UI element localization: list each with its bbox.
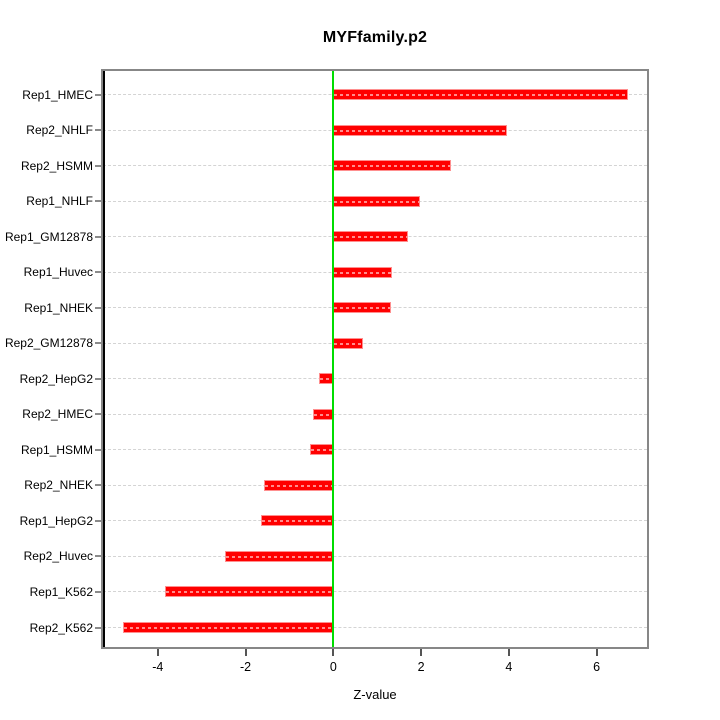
- y-tick: [95, 626, 103, 629]
- y-axis-label: Rep2_HepG2: [19, 371, 93, 386]
- bar-rep2-hsmm: [333, 160, 451, 172]
- bar-inner-dash: [166, 591, 333, 594]
- row-grid-line: [103, 627, 647, 628]
- x-tick-label: 2: [417, 660, 425, 674]
- y-tick: [95, 590, 103, 593]
- y-tick: [95, 448, 103, 451]
- y-tick: [95, 519, 103, 522]
- row-grid-line: [103, 449, 647, 451]
- row-grid-line: [103, 342, 647, 344]
- bar-inner-dash: [334, 271, 392, 274]
- y-axis-label: Rep1_NHEK: [24, 300, 93, 315]
- y-axis-label: Rep2_HMEC: [22, 407, 93, 422]
- plot-area: [101, 69, 649, 649]
- y-tick: [95, 342, 103, 345]
- x-tick-label: 6: [593, 660, 601, 674]
- bar-inner-dash: [311, 449, 333, 452]
- y-axis-label: Rep2_GM12878: [4, 336, 93, 351]
- bar-rep1-huvec: [333, 266, 393, 278]
- row-grid-line: [103, 413, 647, 415]
- y-axis-label: Rep1_NHLF: [26, 194, 93, 209]
- bar-inner-dash: [264, 484, 333, 487]
- y-tick: [95, 306, 103, 309]
- y-axis-label: Rep2_HSMM: [20, 158, 93, 173]
- bar-inner-dash: [319, 378, 333, 381]
- bar-rep1-gm12878: [333, 231, 409, 243]
- y-axis-label: Rep1_Huvec: [23, 265, 93, 280]
- bar-rep2-hepg2: [318, 373, 334, 385]
- y-tick: [95, 164, 103, 167]
- y-tick: [95, 413, 103, 416]
- y-axis-label: Rep1_HSMM: [20, 442, 93, 457]
- x-tick: [156, 649, 159, 656]
- bar-inner-dash: [334, 236, 408, 239]
- y-axis-line: [103, 71, 105, 647]
- bar-inner-dash: [334, 342, 363, 345]
- y-tick: [95, 200, 103, 203]
- bar-inner-dash: [334, 94, 628, 96]
- y-axis-label: Rep1_K562: [29, 584, 93, 599]
- x-tick-label: 0: [329, 660, 337, 674]
- bar-rep2-nhek: [263, 479, 334, 491]
- x-tick: [595, 649, 598, 656]
- bar-rep2-hmec: [312, 408, 334, 420]
- row-grid-line: [103, 378, 647, 380]
- chart-title: MYFfamily.p2: [322, 29, 428, 46]
- y-tick: [95, 555, 103, 558]
- y-axis-label: Rep1_HMEC: [22, 87, 93, 102]
- bar-inner-dash: [334, 307, 391, 310]
- bar-rep2-k562: [122, 622, 334, 633]
- row-grid-line: [103, 555, 647, 557]
- y-tick: [95, 484, 103, 487]
- row-grid-line: [103, 591, 647, 593]
- y-tick: [95, 129, 103, 132]
- bar-inner-dash: [123, 627, 333, 629]
- bar-inner-dash: [225, 555, 333, 558]
- bar-rep2-nhlf: [333, 124, 508, 136]
- bar-rep1-hsmm: [310, 444, 334, 456]
- bar-rep2-gm12878: [333, 337, 364, 349]
- y-axis-label: Rep2_NHEK: [24, 478, 93, 493]
- x-tick: [332, 649, 335, 656]
- bar-rep2-huvec: [224, 550, 334, 562]
- row-grid-line: [103, 484, 647, 486]
- y-tick: [95, 271, 103, 274]
- y-axis-label: Rep2_NHLF: [26, 123, 93, 138]
- bar-rep1-k562: [165, 586, 334, 598]
- row-grid-line: [103, 520, 647, 522]
- x-tick-label: 4: [505, 660, 513, 674]
- y-tick: [95, 93, 103, 96]
- zero-reference-line: [332, 71, 335, 647]
- bar-inner-dash: [334, 129, 507, 132]
- y-axis-label: Rep2_Huvec: [23, 549, 93, 564]
- bar-inner-dash: [313, 413, 333, 416]
- bar-rep1-hmec: [333, 89, 629, 100]
- bar-inner-dash: [334, 165, 450, 168]
- x-tick-label: -2: [240, 660, 252, 674]
- y-axis-label: Rep1_GM12878: [4, 229, 93, 244]
- bar-inner-dash: [262, 520, 333, 523]
- x-tick: [507, 649, 510, 656]
- bar-inner-dash: [334, 200, 420, 203]
- bar-rep1-hepg2: [261, 515, 334, 527]
- y-tick: [95, 377, 103, 380]
- x-axis-title: Z-value: [353, 687, 397, 702]
- y-axis-label: Rep1_HepG2: [19, 513, 93, 528]
- bar-rep1-nhlf: [333, 195, 421, 207]
- x-tick: [244, 649, 247, 656]
- x-tick: [420, 649, 423, 656]
- x-tick-label: -4: [152, 660, 164, 674]
- y-tick: [95, 235, 103, 238]
- bar-rep1-nhek: [333, 302, 392, 314]
- y-axis-label: Rep2_K562: [29, 620, 93, 635]
